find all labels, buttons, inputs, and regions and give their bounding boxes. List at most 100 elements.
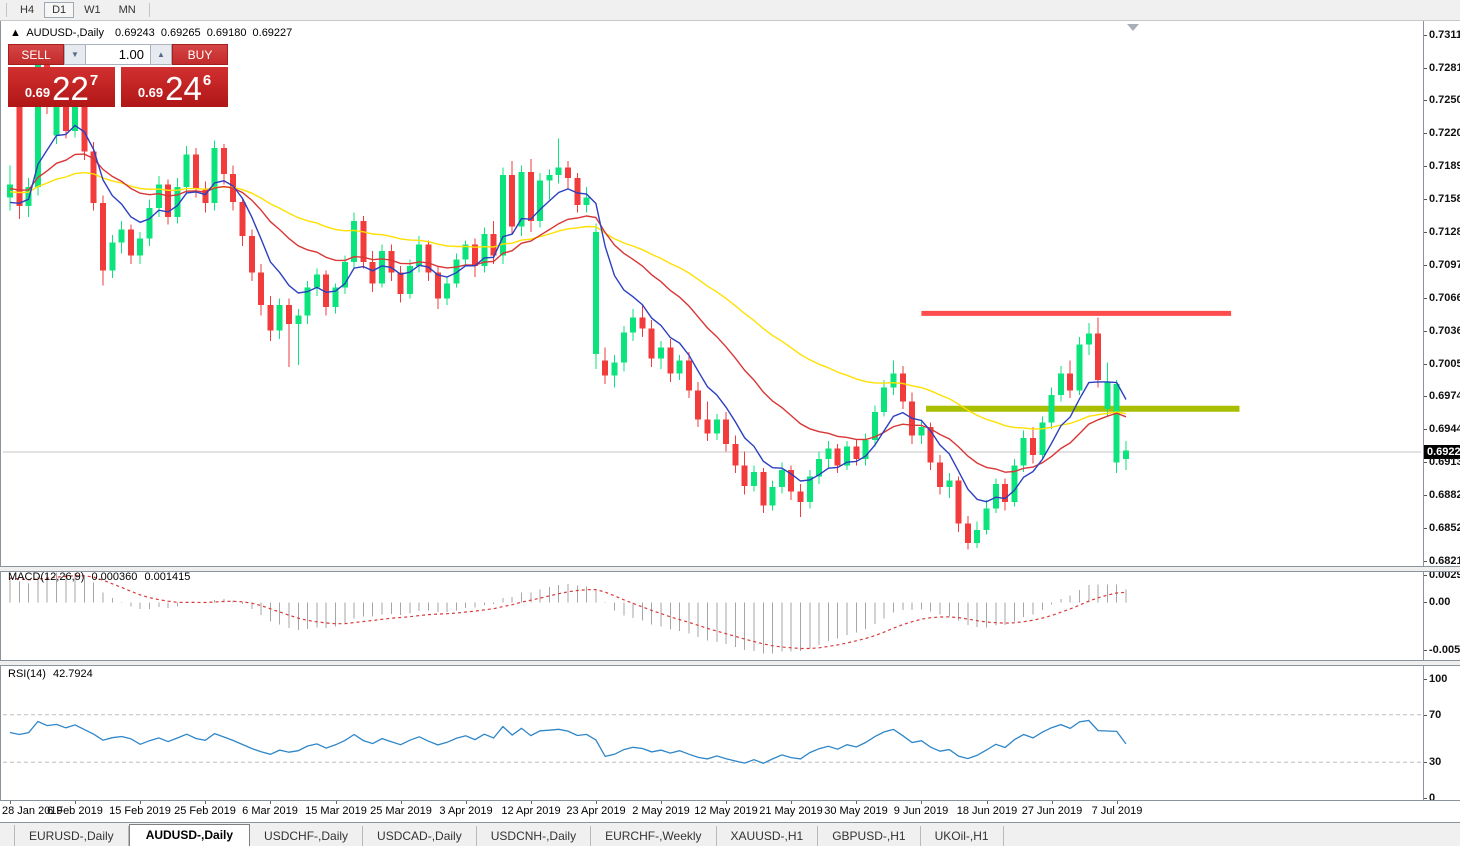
candle-bull: [481, 233, 488, 267]
one-click-trading-panel: SELL ▼ ▲ BUY 0.69 22 7 0.69 24 6: [8, 44, 228, 108]
candle-bull: [146, 208, 153, 239]
candle-bull: [592, 231, 599, 355]
macd-splitter[interactable]: [0, 566, 1460, 572]
timeframe-button-w1[interactable]: W1: [84, 4, 101, 16]
candle-bull: [1020, 437, 1027, 466]
time-scale-tick: [270, 801, 271, 804]
time-scale-tick: [661, 801, 662, 804]
candle-bear: [741, 465, 748, 487]
candle-bear: [388, 251, 395, 273]
volume-decrease-button[interactable]: ▼: [64, 44, 86, 65]
candle-bear: [220, 148, 227, 174]
candle-bear: [434, 272, 441, 299]
tab-xauusd-h1[interactable]: XAUUSD-,H1: [717, 826, 819, 846]
ma-mid-line: [9, 153, 1127, 473]
candle-bull: [332, 287, 339, 307]
candle-bear: [239, 201, 246, 237]
date-label: 28 Jan 2019: [2, 805, 63, 817]
candle-bull: [183, 154, 190, 187]
candle-bull: [1011, 465, 1018, 503]
time-scale-tick: [1117, 801, 1118, 804]
candle-bull: [1057, 373, 1064, 395]
timeframe-button-h4[interactable]: H4: [20, 4, 35, 16]
time-scale-tick: [921, 801, 922, 804]
candle-bull: [751, 472, 757, 487]
tab-ukoil-h1[interactable]: UKOil-,H1: [921, 826, 1004, 846]
rsi-splitter[interactable]: [0, 660, 1460, 666]
candle-bull: [406, 266, 413, 295]
date-label: 9 Jun 2019: [893, 805, 949, 817]
candle-bear: [937, 462, 943, 488]
candle-bull: [295, 315, 302, 325]
candle-bull: [1048, 394, 1055, 423]
candle-bull: [1113, 384, 1120, 463]
candle-bull: [676, 360, 683, 374]
timeframe-button-d1[interactable]: D1: [44, 2, 75, 18]
candle-bull: [379, 251, 385, 284]
sell-button[interactable]: SELL: [8, 44, 64, 65]
candle-bull: [881, 387, 888, 413]
candle-bear: [323, 274, 330, 307]
candle-bear: [834, 448, 841, 466]
volume-increase-button[interactable]: ▲: [150, 44, 172, 65]
candle-bull: [499, 175, 506, 256]
time-scale[interactable]: 28 Jan 2019 6 Feb 2019 15 Feb 2019 25 Feb 2…: [0, 800, 1460, 822]
tab-eurchf-weekly[interactable]: EURCHF-,Weekly: [591, 826, 717, 846]
candle-bear: [704, 419, 711, 434]
buy-price-pip: 6: [202, 72, 212, 89]
chart-shift-marker-icon[interactable]: [1127, 24, 1139, 31]
candle-bear: [16, 100, 23, 207]
candle-bull: [1085, 333, 1092, 345]
volume-input[interactable]: [86, 44, 150, 65]
tab-audusd-daily[interactable]: AUDUSD-,Daily: [128, 824, 251, 846]
toolbar-separator: [6, 3, 7, 17]
candle-bull: [713, 419, 720, 434]
candle-bear: [760, 472, 767, 506]
tab-gbpusd-h1[interactable]: GBPUSD-,H1: [818, 826, 921, 846]
buy-quote-box[interactable]: 0.69 24 6: [121, 67, 228, 107]
tab-eurusd-daily[interactable]: EURUSD-,Daily: [15, 826, 129, 846]
candle-bull: [918, 427, 925, 436]
time-scale-tick: [596, 801, 597, 804]
timeframe-button-mn[interactable]: MN: [118, 4, 136, 16]
candle-bear: [1030, 437, 1036, 455]
candle-bear: [723, 419, 730, 445]
candle-bull: [537, 180, 544, 222]
tab-usdcad-daily[interactable]: USDCAD-,Daily: [363, 826, 477, 846]
candle-bull: [313, 274, 320, 288]
candle-bull: [769, 487, 776, 506]
sell-quote-box[interactable]: 0.69 22 7: [8, 67, 115, 107]
date-label: 15 Feb 2019: [109, 805, 171, 817]
candle-bull: [53, 92, 60, 136]
candle-bull: [992, 483, 999, 509]
price-axis-label: 0.70665: [1424, 292, 1460, 304]
candle-bear: [81, 98, 88, 152]
date-label: 6 Mar 2019: [242, 805, 298, 817]
candle-bull: [658, 347, 664, 359]
candle-bear: [100, 202, 106, 271]
time-scale-tick: [205, 801, 206, 804]
candle-bear: [248, 236, 255, 273]
candle-bear: [1002, 483, 1009, 503]
candle-bear: [732, 444, 739, 466]
candle-bull: [946, 480, 953, 488]
collapse-arrow-icon[interactable]: ▲: [10, 27, 21, 39]
candle-bull: [174, 186, 181, 217]
tab-usdcnh-daily[interactable]: USDCNH-,Daily: [477, 826, 592, 846]
candle-bear: [927, 427, 934, 463]
candle-bull: [462, 244, 469, 260]
candle-bear: [425, 244, 432, 273]
buy-button[interactable]: BUY: [172, 44, 228, 65]
tab-usdchf-daily[interactable]: USDCHF-,Daily: [250, 826, 364, 846]
candle-bull: [1104, 381, 1111, 409]
rsi-axis-label: 30: [1423, 756, 1442, 768]
candle-bear: [1067, 373, 1074, 391]
candle-bull: [844, 446, 850, 466]
time-scale-tick: [987, 801, 988, 804]
rsi-label: RSI(14) 42.7924: [8, 668, 97, 680]
